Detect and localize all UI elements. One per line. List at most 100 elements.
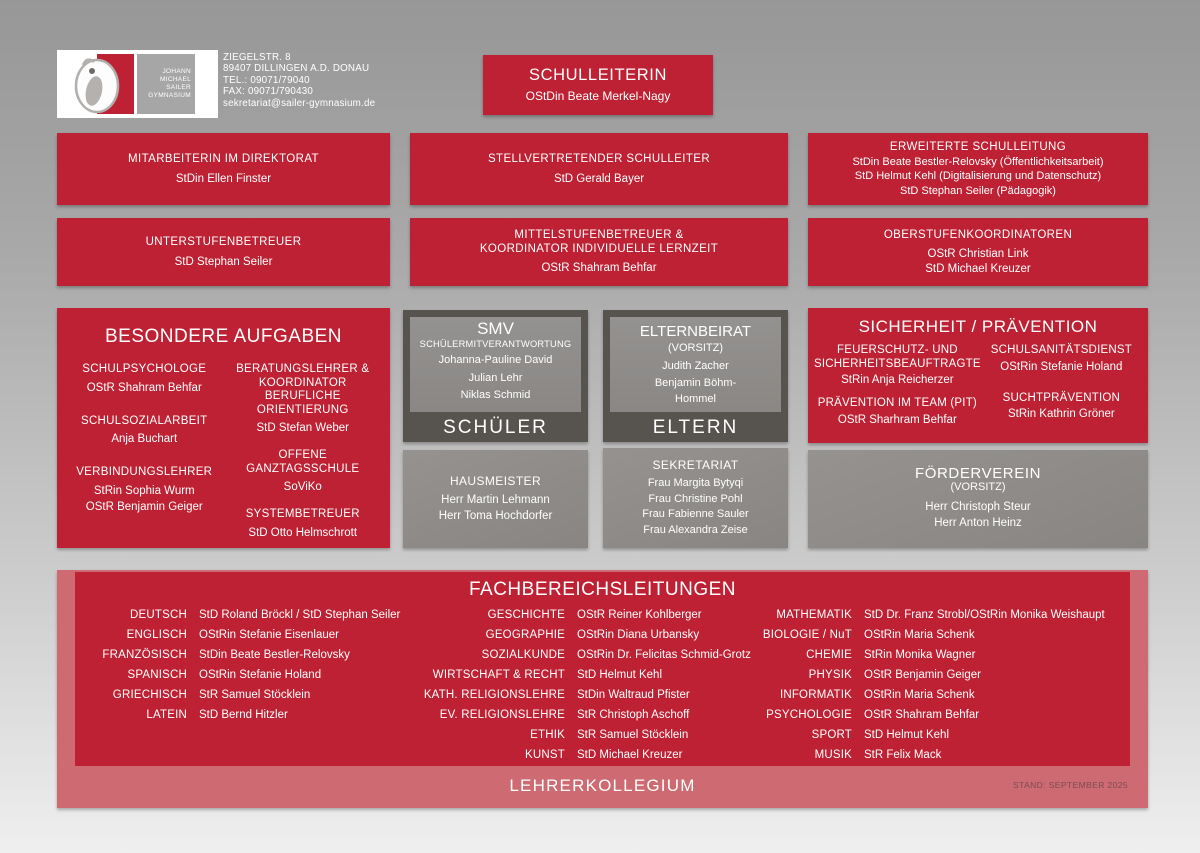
person-name: StR Felix Mack [864, 749, 942, 761]
section-title: BESONDERE AUFGABEN [104, 326, 343, 347]
fach-row: SPANISCH OStRin Stefanie Holand [75, 669, 400, 682]
eltern-label: ELTERN [652, 417, 739, 438]
box-title: MITARBEITERIN IM DIREKTORAT [128, 152, 319, 165]
subject-label: MATHEMATIK [776, 609, 852, 621]
section-fachbereichsleitungen: FACHBEREICHSLEITUNGEN DEUTSCH StD Roland … [57, 570, 1148, 808]
subject-label: SOZIALKUNDE [481, 649, 565, 661]
role-title: SYSTEMBETREUER [245, 508, 360, 520]
role-title: FEUERSCHUTZ- UND SICHERHEITSBEAUFTRAGTE [814, 344, 981, 370]
box-title: ELTERNBEIRAT [639, 323, 752, 340]
lehrerkollegium-label: LEHRERKOLLEGIUM [509, 776, 696, 795]
role-names: StRin Kathrin Gröner [1007, 408, 1115, 420]
section-title: FACHBEREICHSLEITUNGEN [468, 579, 737, 600]
member-names: Judith Zacher Benjamin Böhm- Hommel [654, 360, 737, 405]
box-title: FÖRDERVEREIN [914, 465, 1042, 482]
box-title: UNTERSTUFENBETREUER [145, 235, 302, 248]
role-names: StRin Sophia Wurm OStR Benjamin Geiger [85, 484, 203, 513]
fach-row: WIRTSCHAFT & RECHT StD Helmut Kehl [405, 669, 751, 682]
fach-row: EV. RELIGIONSLEHRE StR Christoph Aschoff [405, 709, 751, 722]
box-subtitle: (VORSITZ) [668, 342, 723, 354]
owl-icon [74, 58, 120, 114]
person-name: OStRin Maria Schenk [864, 689, 975, 701]
subject-label: SPORT [811, 729, 852, 741]
box-title: HAUSMEISTER [449, 474, 542, 488]
fach-row: GESCHICHTE OStR Reiner Kohlberger [405, 609, 751, 622]
box-schulleiterin: SCHULLEITERIN OStDin Beate Merkel-Nagy [483, 55, 713, 115]
person-name: StD Michael Kreuzer [577, 749, 683, 761]
role-title: SCHULPSYCHOLOGE [82, 363, 207, 375]
role-title: SCHULSOZIALARBEIT [80, 414, 208, 427]
role-entry: SUCHTPRÄVENTION StRin Kathrin Gröner [981, 392, 1142, 422]
role-entry: SCHULSANITÄTSDIENST OStRin Stefanie Hola… [981, 344, 1142, 374]
subject-label: MUSIK [814, 749, 852, 761]
besondere-right-column: BERATUNGSLEHRER & KOORDINATOR BERUFLICHE… [224, 363, 383, 541]
elternbeirat-panel: ELTERNBEIRAT (VORSITZ) Judith Zacher Ben… [610, 317, 781, 412]
box-sekretariat: SEKRETARIAT Frau Margita Bytyqi Frau Chr… [603, 448, 788, 548]
subject-label: PHYSIK [808, 669, 852, 681]
person-name: StD Roland Bröckl / StD Stephan Seiler [199, 609, 401, 621]
fach-row: SPORT StD Helmut Kehl [720, 729, 1105, 742]
box-foerderverein: FÖRDERVEREIN (VORSITZ) Herr Christoph St… [808, 450, 1148, 548]
fach-row: MATHEMATIK StD Dr. Franz Strobl/OStRin Mo… [720, 609, 1105, 622]
fach-row: MUSIK StR Felix Mack [720, 749, 1105, 762]
box-sicherheit-praevention: SICHERHEIT / PRÄVENTION FEUERSCHUTZ- UND… [808, 308, 1148, 443]
person-name: OStRin Dr. Felicitas Schmid-Grotz [577, 649, 751, 661]
subject-label: DEUTSCH [130, 609, 187, 621]
box-besondere-aufgaben: BESONDERE AUFGABEN SCHULPSYCHOLOGE OStR … [57, 308, 390, 548]
box-title: SCHULLEITERIN [529, 66, 667, 84]
subject-label: PSYCHOLOGIE [766, 709, 852, 721]
person-name: StRin Monika Wagner [864, 649, 976, 661]
contact-street: ZIEGELSTR. 8 [223, 52, 291, 63]
box-unterstufenbetreuer: UNTERSTUFENBETREUER StD Stephan Seiler [57, 218, 390, 286]
fach-row: GRIECHISCH StR Samuel Stöcklein [75, 689, 400, 702]
person-name: OStR Shahram Behfar [864, 709, 980, 721]
contact-tel: TEL.: 09071/79040 [223, 74, 310, 86]
role-entry: VERBINDUNGSLEHRER StRin Sophia Wurm OStR… [65, 466, 224, 515]
subject-label: KATH. RELIGIONSLEHRE [423, 689, 565, 701]
box-title: SEKRETARIAT [652, 458, 739, 472]
box-subtitle: SCHÜLERMITVERANTWORTUNG [419, 339, 572, 349]
person-name: StD Helmut Kehl [577, 669, 663, 681]
box-title: MITTELSTUFENBETREUER & KOORDINATOR INDIV… [479, 229, 719, 255]
role-names: OStR Shahram Behfar [86, 381, 202, 394]
person-name: StD Stephan Seiler [174, 255, 273, 268]
fach-row: BIOLOGIE / NuT OStRin Maria Schenk [720, 629, 1105, 642]
role-entry: BERATUNGSLEHRER & KOORDINATOR BERUFLICHE… [224, 363, 383, 436]
person-name: OStR Benjamin Geiger [864, 669, 981, 681]
person-name: OStDin Beate Merkel-Nagy [525, 89, 671, 103]
role-names: StRin Anja Reicherzer [841, 374, 954, 386]
box-title: SMV [477, 319, 514, 338]
fach-row: ENGLISCH OStRin Stefanie Eisenlauer [75, 629, 400, 642]
contact-block: ZIEGELSTR. 8 89407 DILLINGEN A.D. DONAU … [223, 52, 375, 109]
subject-label: SPANISCH [127, 669, 187, 681]
subject-label: ENGLISCH [126, 629, 187, 641]
member-names: StDin Beate Bestler-Relovsky (Öffentlich… [852, 155, 1104, 197]
box-direktorat: MITARBEITERIN IM DIREKTORAT StDin Ellen … [57, 133, 390, 205]
stand-note: STAND: SEPTEMBER 2025 [1013, 780, 1128, 790]
person-name: StD Bernd Hitzler [199, 709, 288, 721]
box-title: STELLVERTRETENDER SCHULLEITER [487, 152, 711, 165]
role-entry: SCHULPSYCHOLOGE OStR Shahram Behfar [65, 363, 224, 396]
box-stellvertreter: STELLVERTRETENDER SCHULLEITER StD Gerald… [410, 133, 788, 205]
sicherheit-right-column: SCHULSANITÄTSDIENST OStRin Stefanie Hola… [981, 344, 1142, 427]
besondere-left-column: SCHULPSYCHOLOGE OStR Shahram Behfar SCHU… [65, 363, 224, 541]
box-mittelstufenbetreuer: MITTELSTUFENBETREUER & KOORDINATOR INDIV… [410, 218, 788, 286]
box-smv: SMV SCHÜLERMITVERANTWORTUNG Johanna-Paul… [403, 310, 588, 442]
subject-label: CHEMIE [806, 649, 852, 661]
role-title: SUCHTPRÄVENTION [1002, 391, 1121, 404]
subject-label: GEOGRAPHIE [485, 629, 565, 641]
person-name: StD Dr. Franz Strobl/OStRin Monika Weish… [864, 609, 1105, 621]
person-name: StD Helmut Kehl [864, 729, 950, 741]
fach-row: KATH. RELIGIONSLEHRE StDin Waltraud Pfist… [405, 689, 751, 702]
box-title: ERWEITERTE SCHULLEITUNG [889, 140, 1067, 153]
fach-row: GEOGRAPHIE OStRin Diana Urbansky [405, 629, 751, 642]
subject-label: KUNST [525, 749, 565, 761]
subject-label: INFORMATIK [779, 689, 852, 701]
role-entry: OFFENE GANZTAGSSCHULE SoViKo [224, 449, 383, 495]
member-names: Herr Christoph Steur Herr Anton Heinz [925, 501, 1031, 529]
role-names: StD Otto Helmschrott [248, 526, 358, 539]
person-name: StDin Beate Bestler-Relovsky [199, 649, 350, 661]
fachbereiche-column-3: MATHEMATIK StD Dr. Franz Strobl/OStRin Mo… [720, 609, 1105, 769]
fach-row: KUNST StD Michael Kreuzer [405, 749, 751, 762]
